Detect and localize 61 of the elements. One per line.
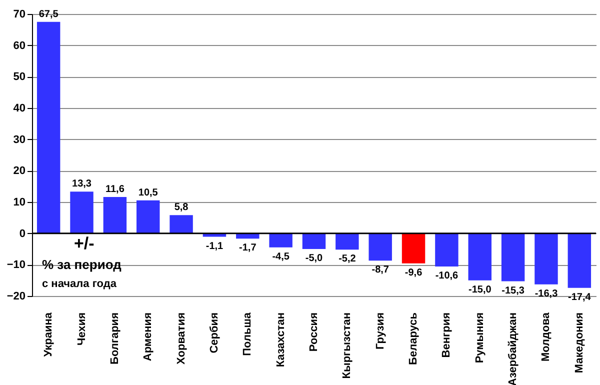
data-label: -5,0 [305, 253, 324, 264]
x-tick-label: Хорватия [175, 312, 188, 364]
bar [336, 233, 359, 250]
bar [568, 233, 592, 288]
y-tick-label: 50 [13, 71, 26, 84]
bar [103, 196, 127, 234]
data-label: 67,5 [38, 8, 59, 20]
bar [501, 233, 525, 282]
bar [70, 192, 94, 234]
x-tick-label: Кыргызстан [341, 312, 354, 379]
bar [402, 233, 426, 264]
bar [368, 233, 392, 261]
x-tick-label: Молдова [540, 312, 552, 362]
y-tick-label: 10 [13, 196, 26, 208]
x-tick-label: Македония [573, 312, 586, 374]
bar [170, 215, 193, 234]
annotation: % за период [42, 257, 122, 272]
annotation: с начала года [42, 278, 118, 290]
y-tick-label: −20 [6, 290, 26, 302]
x-tick-label: Россия [308, 312, 320, 352]
bar [136, 200, 160, 234]
x-tick-label: Грузия [374, 312, 386, 350]
data-label: 13,3 [72, 178, 92, 190]
bar [468, 233, 492, 280]
x-tick-label: Казахстан [274, 312, 287, 368]
data-label: -5,2 [338, 254, 356, 265]
data-label: 5,8 [174, 202, 189, 214]
data-label: -1,7 [239, 242, 257, 254]
data-label: -16,3 [534, 288, 558, 300]
data-label: 10,5 [138, 187, 158, 198]
y-tick-label: −10 [6, 259, 26, 272]
data-label: -17,4 [568, 292, 592, 303]
x-tick-label: Болгария [108, 312, 121, 364]
data-label: -10,6 [435, 270, 459, 282]
bar [36, 22, 60, 234]
data-label: -4,5 [272, 251, 290, 262]
y-tick-label: 30 [13, 134, 26, 146]
data-label: -15,3 [502, 285, 525, 296]
x-tick-label: Чехия [76, 312, 88, 346]
data-label: -9,6 [404, 267, 423, 278]
data-label: -8,7 [372, 264, 390, 276]
bar [435, 233, 458, 267]
annotation: +/- [74, 234, 94, 253]
x-tick-label: Польша [242, 312, 254, 356]
y-tick-label: 40 [13, 102, 26, 114]
x-tick-label: Армения [142, 312, 154, 362]
data-label: -15,0 [468, 284, 492, 296]
x-tick-label: Румыния [474, 312, 486, 364]
x-tick-label: Украина [42, 312, 55, 357]
y-tick-label: 60 [13, 40, 26, 52]
x-tick-label: Сербия [208, 312, 220, 354]
bar [302, 233, 326, 249]
data-label: -1,1 [206, 240, 224, 252]
y-tick-label: 0 [19, 228, 26, 240]
x-tick-label: Беларусь [408, 312, 420, 365]
y-tick-label: 70 [13, 8, 26, 20]
bar [269, 233, 292, 248]
y-tick-label: 20 [13, 165, 26, 178]
data-label: 11,6 [105, 184, 125, 195]
bar [534, 233, 558, 284]
x-tick-label: Венгрия [440, 312, 453, 358]
